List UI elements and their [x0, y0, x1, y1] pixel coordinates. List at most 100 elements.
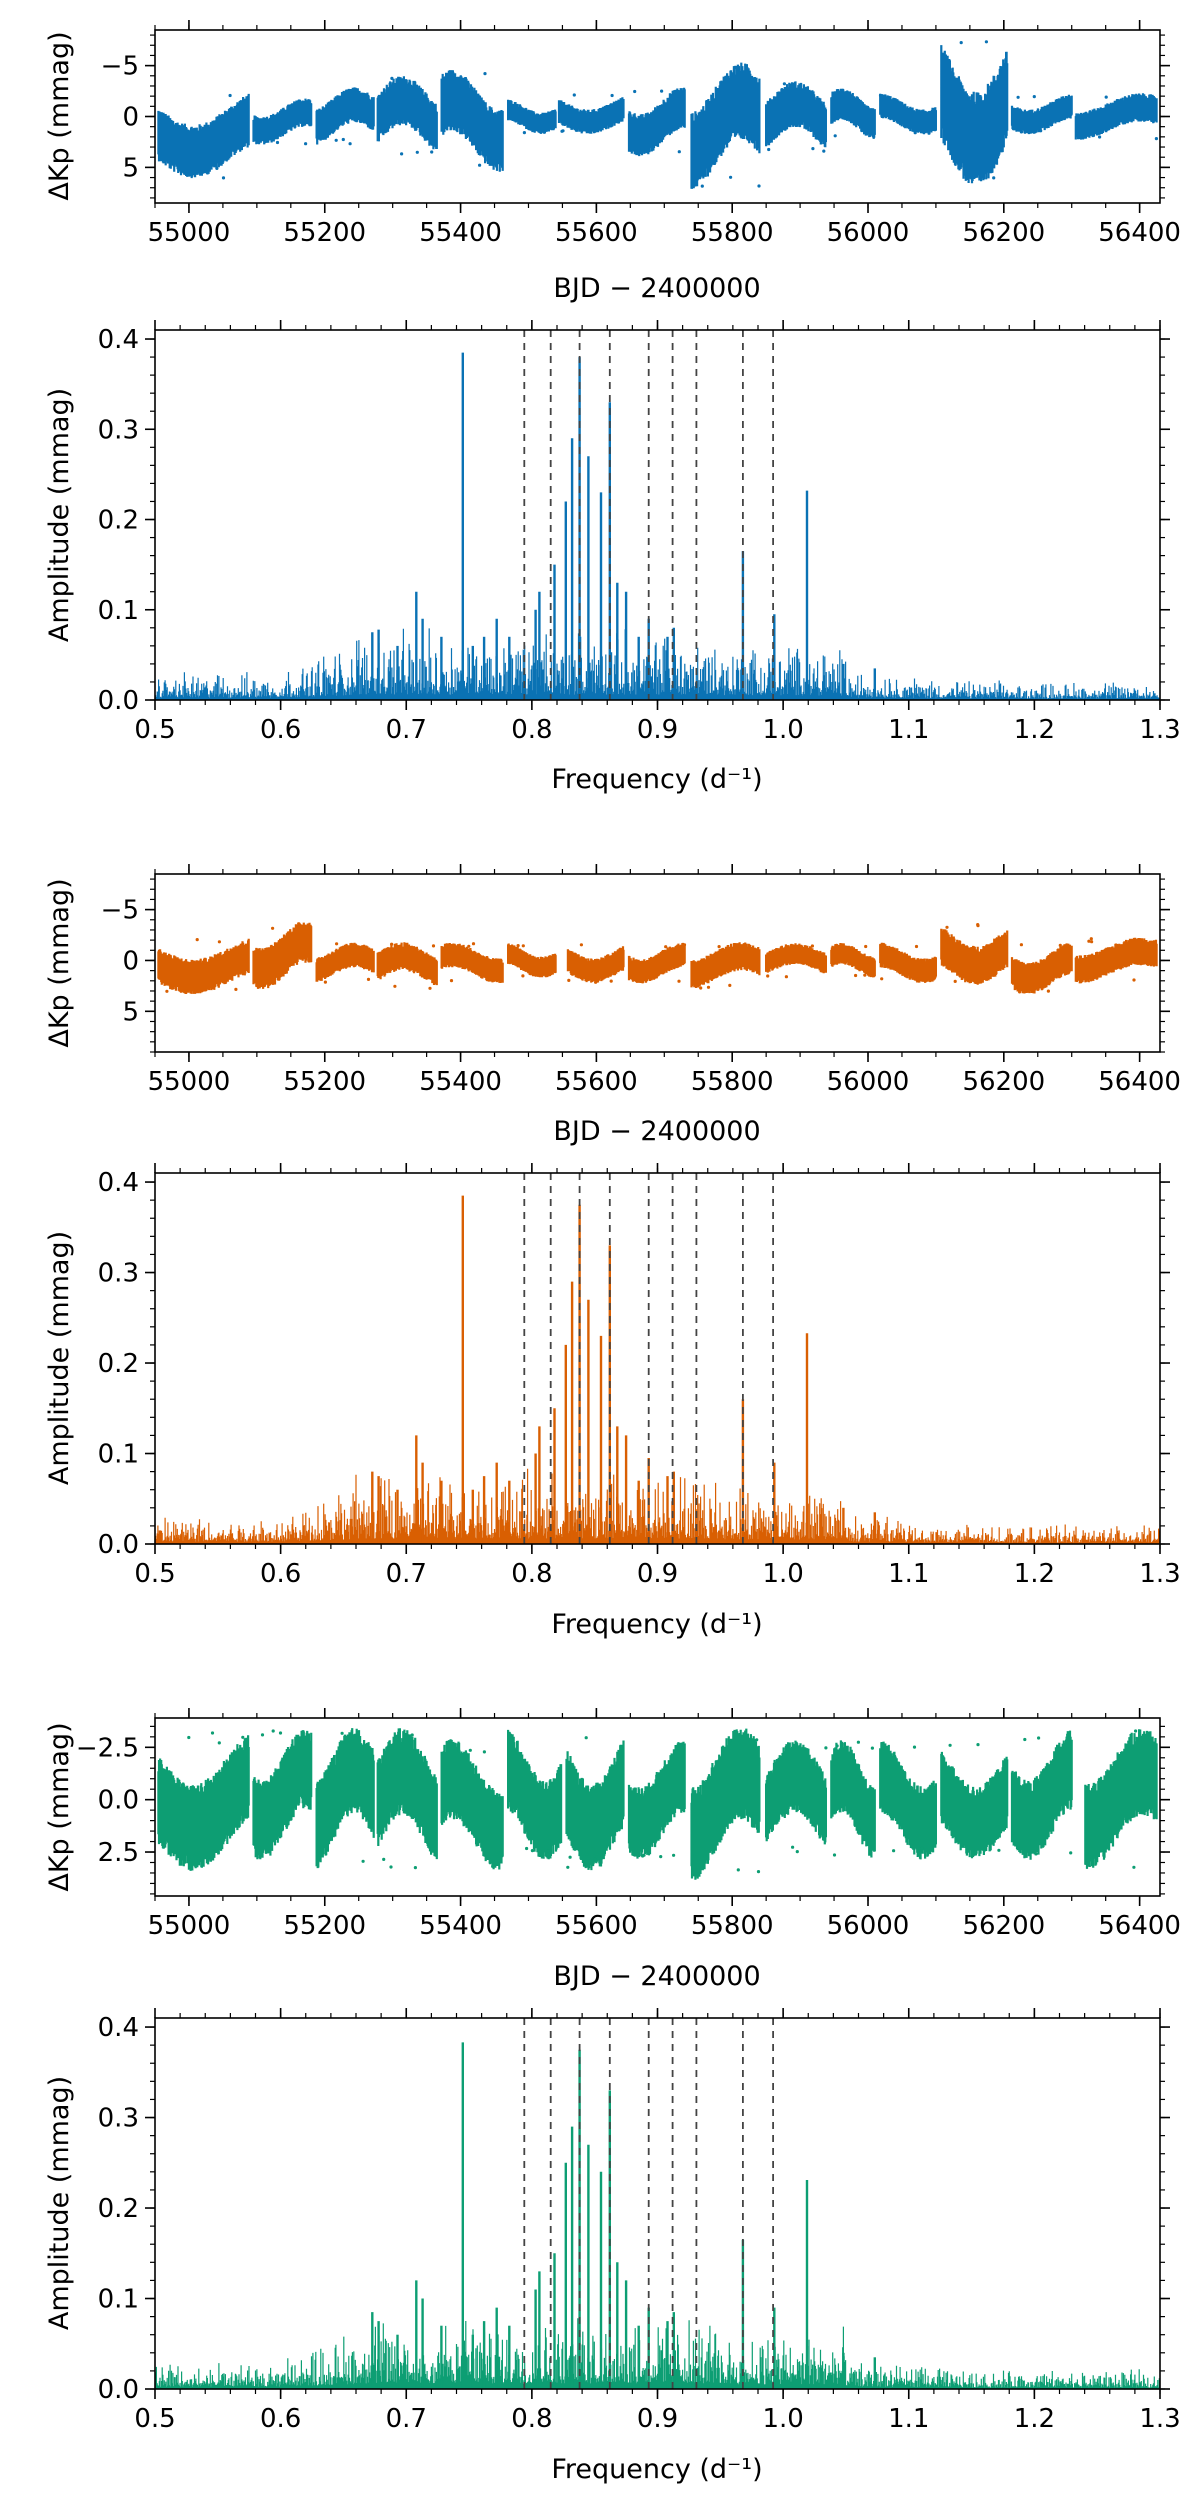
- light-curve-panel-1: BJD − 2400000 ΔKp (mmag) 55000 55200 55400…: [44, 20, 1181, 304]
- data-point: [870, 1746, 875, 1750]
- light-curve-segment: [879, 1741, 937, 1860]
- data-point: [428, 986, 432, 990]
- y-tick-label: 0.0: [98, 2375, 139, 2405]
- x-tick-label: 56400: [1098, 1067, 1181, 1097]
- data-point: [782, 82, 787, 86]
- x-tick-label: 0.8: [511, 2404, 552, 2434]
- amplitude-spectrum-panel-2: Frequency (d⁻¹) Amplitude (mmag) 0.5 0.6 0…: [44, 1163, 1181, 1640]
- data-point: [920, 1846, 924, 1850]
- y-axis-label: Amplitude (mmag): [44, 2076, 75, 2330]
- light-curve-segment: [507, 99, 557, 134]
- data-point: [579, 943, 584, 947]
- data-point: [389, 1865, 393, 1869]
- axes-frame: [154, 873, 1161, 1053]
- data-point: [664, 945, 668, 949]
- x-tick-label: 55800: [691, 1911, 774, 1941]
- data-point: [948, 1743, 952, 1747]
- x-axis-label: Frequency (d⁻¹): [551, 764, 762, 795]
- data-point: [430, 150, 434, 154]
- data-point: [215, 166, 219, 170]
- data-point: [353, 1733, 357, 1737]
- data-point: [729, 175, 733, 179]
- data-point: [1104, 95, 1108, 99]
- data-point: [567, 978, 571, 983]
- data-point: [217, 1741, 221, 1745]
- y-tick-label: −5: [101, 896, 139, 926]
- x-axis-label: Frequency (d⁻¹): [551, 2454, 762, 2485]
- light-curve-segment: [557, 97, 625, 134]
- light-curve-segment: [252, 1730, 313, 1860]
- plot-area: [157, 40, 1158, 189]
- data-point: [478, 163, 482, 167]
- data-point: [1037, 1736, 1041, 1740]
- light-curve-segment: [765, 943, 827, 974]
- data-point: [976, 924, 980, 928]
- y-tick-label: 0: [122, 103, 139, 133]
- x-tick-label: 0.5: [134, 2404, 175, 2434]
- data-point: [811, 147, 815, 151]
- data-point: [1046, 989, 1050, 993]
- y-axis-label: ΔKp (mmag): [44, 878, 75, 1047]
- x-tick-label: 56200: [962, 1067, 1045, 1097]
- data-point: [210, 1731, 215, 1735]
- data-point: [467, 944, 471, 948]
- data-point: [755, 1738, 759, 1742]
- x-tick-label: 1.0: [762, 715, 803, 745]
- data-point: [262, 983, 267, 988]
- x-tick-label: 0.8: [511, 715, 552, 745]
- data-point: [348, 142, 352, 146]
- data-point: [1023, 1737, 1027, 1742]
- data-point: [914, 944, 919, 949]
- data-point: [699, 986, 703, 990]
- data-point: [271, 1729, 275, 1733]
- plot-area: [157, 922, 1158, 994]
- data-point: [271, 926, 275, 930]
- data-point: [682, 943, 687, 947]
- data-point: [791, 1845, 795, 1849]
- data-point: [784, 975, 789, 979]
- data-point: [845, 90, 849, 94]
- data-point: [431, 944, 436, 948]
- y-tick-label: 5: [122, 997, 139, 1027]
- data-point: [633, 89, 637, 94]
- data-point: [660, 89, 664, 93]
- data-point: [610, 93, 614, 98]
- data-point: [1089, 937, 1093, 941]
- data-point: [856, 1740, 861, 1744]
- x-tick-label: 0.7: [386, 1559, 427, 1589]
- data-point: [471, 942, 476, 946]
- x-axis-label: BJD − 2400000: [553, 273, 760, 304]
- y-tick-label: 0.2: [98, 1349, 139, 1379]
- light-curve-segment: [1010, 943, 1073, 994]
- data-point: [453, 78, 457, 82]
- x-tick-label: 1.2: [1014, 2404, 1055, 2434]
- data-point: [334, 138, 338, 142]
- y-tick-label: 0.0: [98, 686, 139, 716]
- data-point: [521, 944, 525, 948]
- data-point: [757, 184, 761, 188]
- data-point: [854, 973, 858, 978]
- data-point: [1058, 943, 1062, 948]
- x-tick-label: 55000: [148, 218, 231, 248]
- light-curve-segment: [252, 98, 313, 145]
- y-tick-label: 0.2: [98, 506, 139, 536]
- data-point: [201, 170, 205, 174]
- x-tick-label: 55200: [283, 218, 366, 248]
- x-tick-label: 56400: [1098, 1911, 1181, 1941]
- data-point: [835, 1744, 839, 1748]
- data-point: [881, 1746, 885, 1750]
- x-tick-label: 1.0: [762, 2404, 803, 2434]
- x-tick-label: 55600: [555, 1067, 638, 1097]
- x-tick-label: 55400: [419, 1911, 502, 1941]
- x-axis-label: Frequency (d⁻¹): [551, 1609, 762, 1640]
- data-point: [1069, 1851, 1073, 1855]
- data-point: [609, 979, 613, 983]
- plot-area: [157, 1728, 1158, 1880]
- data-point: [832, 1853, 837, 1857]
- light-curve-segment: [440, 70, 504, 172]
- data-point: [984, 40, 989, 44]
- amplitude-spectrum-panel-1: Frequency (d⁻¹) Amplitude (mmag) 0.5 0.6 0…: [44, 320, 1181, 795]
- x-tick-label: 1.2: [1014, 715, 1055, 745]
- y-tick-label: 0.2: [98, 2194, 139, 2224]
- light-curve-segment: [376, 1728, 438, 1860]
